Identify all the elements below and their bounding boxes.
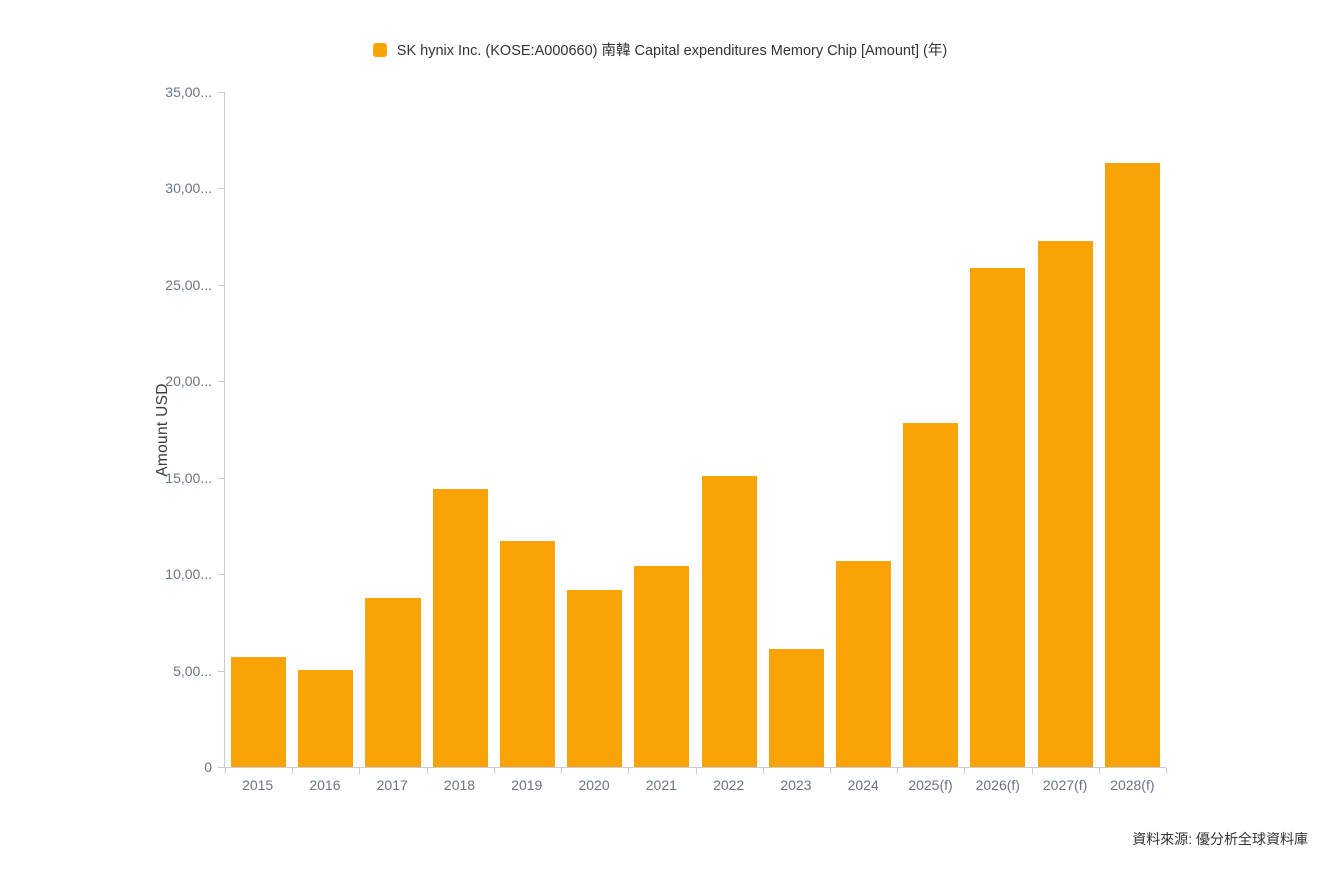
x-axis-label: 2023 <box>780 777 812 793</box>
y-axis-tick-label: 5,00... <box>173 662 212 679</box>
bar-band <box>292 92 359 767</box>
x-axis-labels: 2015 2016 2017 2018 2019 2020 2021 2022 2023 2024… <box>224 777 1166 801</box>
y-axis-tick <box>218 574 224 576</box>
bar-band <box>359 92 426 767</box>
y-axis-tick-label: 0 <box>204 759 212 775</box>
x-axis-label: 2016 <box>309 777 341 793</box>
bar-2025(f)[interactable] <box>903 423 959 767</box>
y-axis-tick-label: 10,00... <box>165 566 212 583</box>
x-axis-label: 2028(f) <box>1110 777 1155 793</box>
bar-2020[interactable] <box>567 589 623 767</box>
x-axis-tick <box>1098 768 1100 774</box>
bar-2015[interactable] <box>231 657 287 767</box>
x-axis-tick <box>1166 768 1167 774</box>
y-axis-tick-label: 25,00... <box>165 276 212 293</box>
x-axis-label: 2019 <box>511 777 543 793</box>
y-axis-tick <box>218 477 224 479</box>
bar-band <box>897 92 964 767</box>
bar-band <box>964 92 1031 767</box>
y-axis-tick-label: 15,00... <box>165 469 212 486</box>
x-axis-label: 2018 <box>443 777 476 793</box>
bar-2023[interactable] <box>768 648 824 767</box>
bar-2027(f)[interactable] <box>1037 240 1093 767</box>
y-axis-tick <box>218 767 224 768</box>
bar-2017[interactable] <box>365 598 421 767</box>
y-axis-tick <box>218 284 224 286</box>
bar-band <box>225 92 292 767</box>
legend-series-marker-icon <box>372 42 387 57</box>
bar-2022[interactable] <box>701 475 757 767</box>
plot-area: 0 5,00... 10,00... 15,00... 20,00... 25,00...… <box>165 84 1167 775</box>
bar-2021[interactable] <box>634 565 690 767</box>
y-axis-tick <box>218 381 224 383</box>
x-axis-label: 2027(f) <box>1042 777 1088 793</box>
x-axis-label: 2015 <box>242 777 274 793</box>
x-axis-tick <box>426 768 428 774</box>
source-note: 資料來源: 優分析全球資料庫 <box>1132 831 1308 847</box>
legend-item[interactable]: SK hynix Inc. (KOSE:A000660) 南韓 Capital … <box>0 39 1320 60</box>
x-axis-label: 2025(f) <box>908 777 953 793</box>
y-axis-title: Amount USD <box>154 383 171 477</box>
bar-band <box>763 92 830 767</box>
x-axis-tick <box>225 768 226 774</box>
bar-band <box>628 92 695 767</box>
x-axis-tick <box>359 768 361 774</box>
bar-band <box>494 92 561 767</box>
x-axis-tick <box>695 768 697 774</box>
y-axis-tick-label: 35,00... <box>165 84 212 100</box>
y-axis-tick-label: 30,00... <box>165 180 212 197</box>
x-axis-tick <box>561 768 563 774</box>
x-axis-tick <box>292 768 294 774</box>
bar-2028(f)[interactable] <box>1104 162 1160 767</box>
y-axis-tick <box>218 670 224 672</box>
bar-band <box>1099 92 1166 767</box>
bar-2018[interactable] <box>432 489 488 767</box>
bar-2016[interactable] <box>298 670 354 767</box>
bar-band <box>1032 92 1099 767</box>
bar-band <box>830 92 897 767</box>
bar-2019[interactable] <box>499 541 555 767</box>
x-axis-label: 2020 <box>578 777 610 793</box>
x-axis-tick <box>1031 768 1033 774</box>
bar-band <box>696 92 763 767</box>
x-axis-label: 2017 <box>376 777 408 793</box>
legend-series-label: SK hynix Inc. (KOSE:A000660) 南韓 Capital … <box>396 43 948 59</box>
x-axis-tick <box>897 768 899 774</box>
y-axis-tick-label: 20,00... <box>165 373 212 390</box>
bar-band <box>561 92 628 767</box>
bar-2024[interactable] <box>835 560 892 767</box>
bar-band <box>427 92 494 767</box>
x-axis-label: 2024 <box>847 777 879 793</box>
x-axis-tick <box>829 768 831 774</box>
x-axis-label: 2021 <box>645 777 677 793</box>
y-axis-tick <box>218 92 224 93</box>
x-axis-label: 2022 <box>713 777 745 793</box>
y-axis-tick <box>218 188 224 190</box>
x-axis-tick <box>628 768 630 774</box>
x-axis-tick <box>964 768 966 774</box>
bar-2026(f)[interactable] <box>970 268 1026 767</box>
x-axis-label: 2026(f) <box>975 777 1020 793</box>
x-axis-tick <box>762 768 764 774</box>
x-axis-tick <box>493 768 495 774</box>
